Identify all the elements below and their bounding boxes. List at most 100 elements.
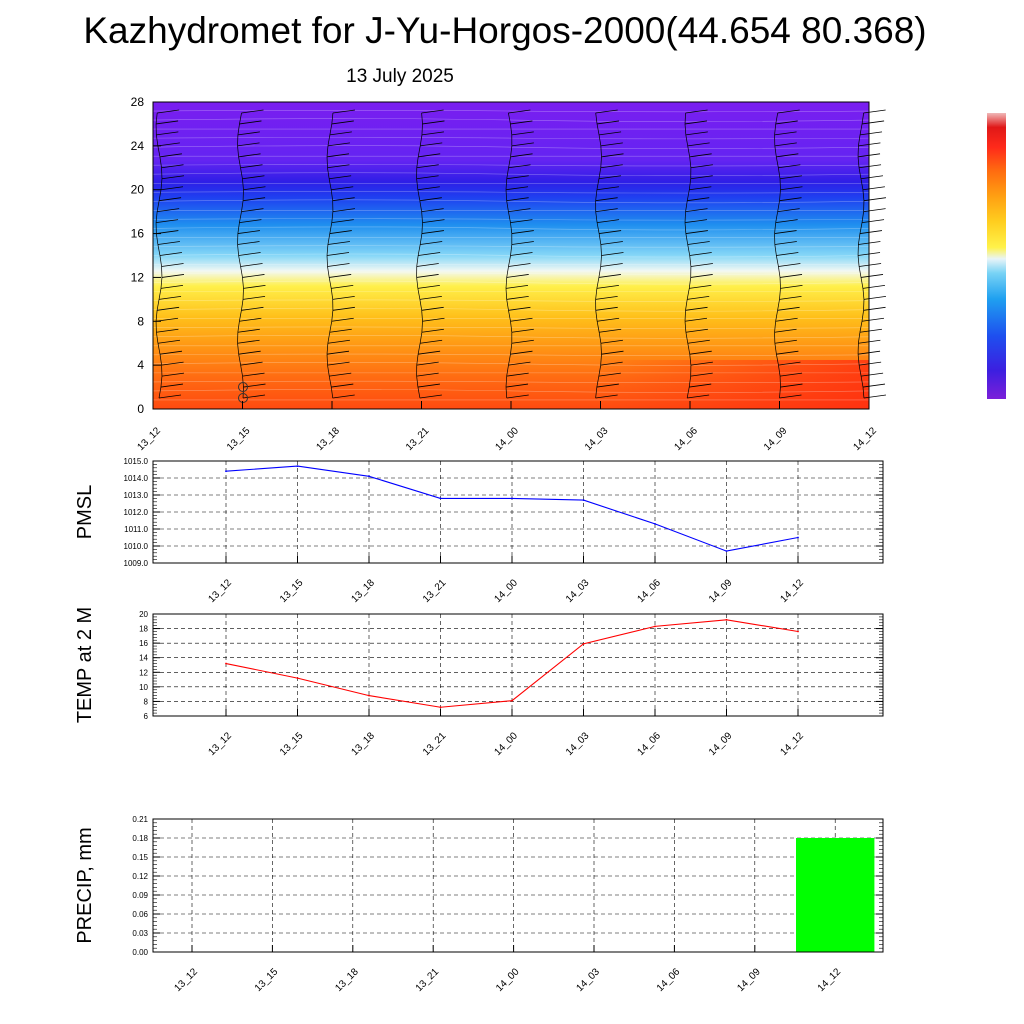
x-tick-label: 14_00 bbox=[494, 425, 522, 453]
wind-barb-staff bbox=[417, 387, 421, 399]
wind-barb-staff bbox=[774, 343, 777, 355]
wind-barb-flag bbox=[689, 350, 712, 355]
wind-barb-flag bbox=[157, 208, 180, 213]
wind-barb-staff bbox=[239, 112, 242, 124]
wind-barb-flag bbox=[329, 131, 352, 136]
wind-barb-staff bbox=[862, 288, 865, 300]
wind-barb-flag bbox=[241, 109, 264, 114]
wind-barb-flag bbox=[685, 230, 708, 234]
wind-barb-flag bbox=[329, 372, 352, 377]
wind-barb-flag bbox=[861, 372, 884, 377]
wind-barb-flag bbox=[161, 361, 184, 366]
wind-barb-staff bbox=[861, 112, 864, 124]
wind-barb-flag bbox=[416, 274, 439, 278]
x-tick-label: 13_12 bbox=[136, 425, 164, 453]
wind-barb-staff bbox=[327, 167, 330, 179]
wind-barb-staff bbox=[329, 123, 333, 135]
wind-barb-staff bbox=[327, 365, 330, 377]
wind-barb-flag bbox=[860, 274, 884, 278]
wind-barb-flag bbox=[506, 295, 529, 300]
wind-barb-staff bbox=[237, 145, 239, 157]
wind-barb-flag bbox=[776, 252, 799, 256]
wind-barb-staff bbox=[329, 321, 333, 333]
wind-barb-flag bbox=[687, 197, 710, 202]
wind-barb-staff bbox=[505, 288, 508, 300]
wind-barb-flag bbox=[774, 230, 797, 234]
wind-barb-staff bbox=[326, 244, 329, 256]
wind-barb-flag bbox=[690, 175, 713, 180]
wind-barb-flag bbox=[161, 274, 185, 278]
wind-barb-staff bbox=[416, 277, 419, 289]
x-tick-label: 14_09 bbox=[707, 730, 735, 758]
wind-barb-staff bbox=[774, 321, 776, 333]
wind-barb-staff bbox=[688, 277, 692, 289]
contour-lines bbox=[152, 109, 870, 401]
wind-barb-staff bbox=[689, 354, 692, 366]
wind-barb-flag bbox=[596, 186, 619, 191]
wind-barb-flag bbox=[597, 219, 620, 224]
wind-barb-staff bbox=[159, 354, 162, 366]
wind-barb-flag bbox=[161, 164, 184, 169]
wind-barb-flag bbox=[331, 383, 354, 388]
wind-barb-staff bbox=[419, 233, 423, 245]
x-tick-label: 13_12 bbox=[173, 966, 201, 994]
wind-barb-flag bbox=[510, 317, 533, 322]
x-tick-label: 14_06 bbox=[673, 425, 701, 453]
panel-ylabel: TEMP at 2 M bbox=[74, 607, 96, 723]
wind-barb-staff bbox=[238, 354, 241, 366]
wind-barb-flag bbox=[505, 383, 529, 388]
contour-line bbox=[152, 326, 870, 329]
wind-barb-flag bbox=[600, 361, 623, 366]
wind-barb-flag bbox=[779, 274, 803, 278]
wind-barb-staff bbox=[775, 211, 778, 223]
wind-barb-flag bbox=[777, 306, 800, 311]
data-point bbox=[296, 465, 299, 467]
y-tick-label: 6 bbox=[144, 712, 149, 721]
wind-barb-flag bbox=[158, 394, 182, 399]
wind-barb-flag bbox=[505, 284, 529, 289]
wind-barb-flag bbox=[506, 197, 529, 202]
wind-barb-staff bbox=[160, 277, 163, 289]
wind-barb-staff bbox=[778, 266, 781, 278]
wind-barb-flag bbox=[510, 350, 533, 355]
wind-barb-staff bbox=[600, 145, 602, 157]
wind-barb-flag bbox=[780, 372, 803, 377]
wind-barb-staff bbox=[600, 244, 602, 256]
wind-barb-staff bbox=[505, 376, 508, 388]
wind-barb-flag bbox=[237, 241, 260, 245]
wind-barb-flag bbox=[511, 131, 534, 136]
wind-barb-staff bbox=[330, 189, 334, 201]
wind-barb-flag bbox=[238, 153, 261, 158]
wind-barb-column bbox=[326, 109, 355, 399]
x-tick-label: 14_12 bbox=[816, 966, 844, 994]
panel-frame bbox=[152, 460, 884, 564]
contour-line bbox=[152, 272, 870, 275]
wind-barb-staff bbox=[326, 343, 329, 355]
wind-barb-staff bbox=[158, 189, 162, 201]
wind-barb-flag bbox=[685, 131, 708, 136]
wind-barb-staff bbox=[688, 178, 692, 190]
wind-barb-staff bbox=[417, 145, 421, 157]
wind-barb-flag bbox=[156, 131, 179, 136]
wind-barb-flag bbox=[243, 186, 266, 191]
wind-barb-flag bbox=[689, 186, 712, 191]
wind-barb-staff bbox=[241, 299, 244, 311]
wind-barb-flag bbox=[685, 306, 708, 311]
wind-barb-staff bbox=[505, 178, 508, 190]
wind-barb-staff bbox=[774, 123, 777, 135]
wind-barb-flag bbox=[240, 164, 263, 169]
wind-barb-staff bbox=[596, 123, 600, 135]
wind-barb-flag bbox=[863, 295, 887, 300]
y-tick-label: 10 bbox=[139, 683, 148, 692]
wind-barb-flag bbox=[237, 230, 260, 234]
wind-barb-staff bbox=[326, 354, 328, 366]
wind-barb-staff bbox=[595, 211, 598, 223]
contour-line bbox=[152, 334, 870, 339]
wind-barb-staff bbox=[686, 189, 690, 201]
wind-barb-flag bbox=[774, 241, 797, 245]
wind-barb-flag bbox=[156, 219, 179, 224]
wind-barb-flag bbox=[778, 361, 801, 366]
wind-barb-staff bbox=[508, 255, 511, 267]
x-tick-label: 13_15 bbox=[253, 966, 281, 994]
wind-barb-flag bbox=[422, 120, 445, 125]
